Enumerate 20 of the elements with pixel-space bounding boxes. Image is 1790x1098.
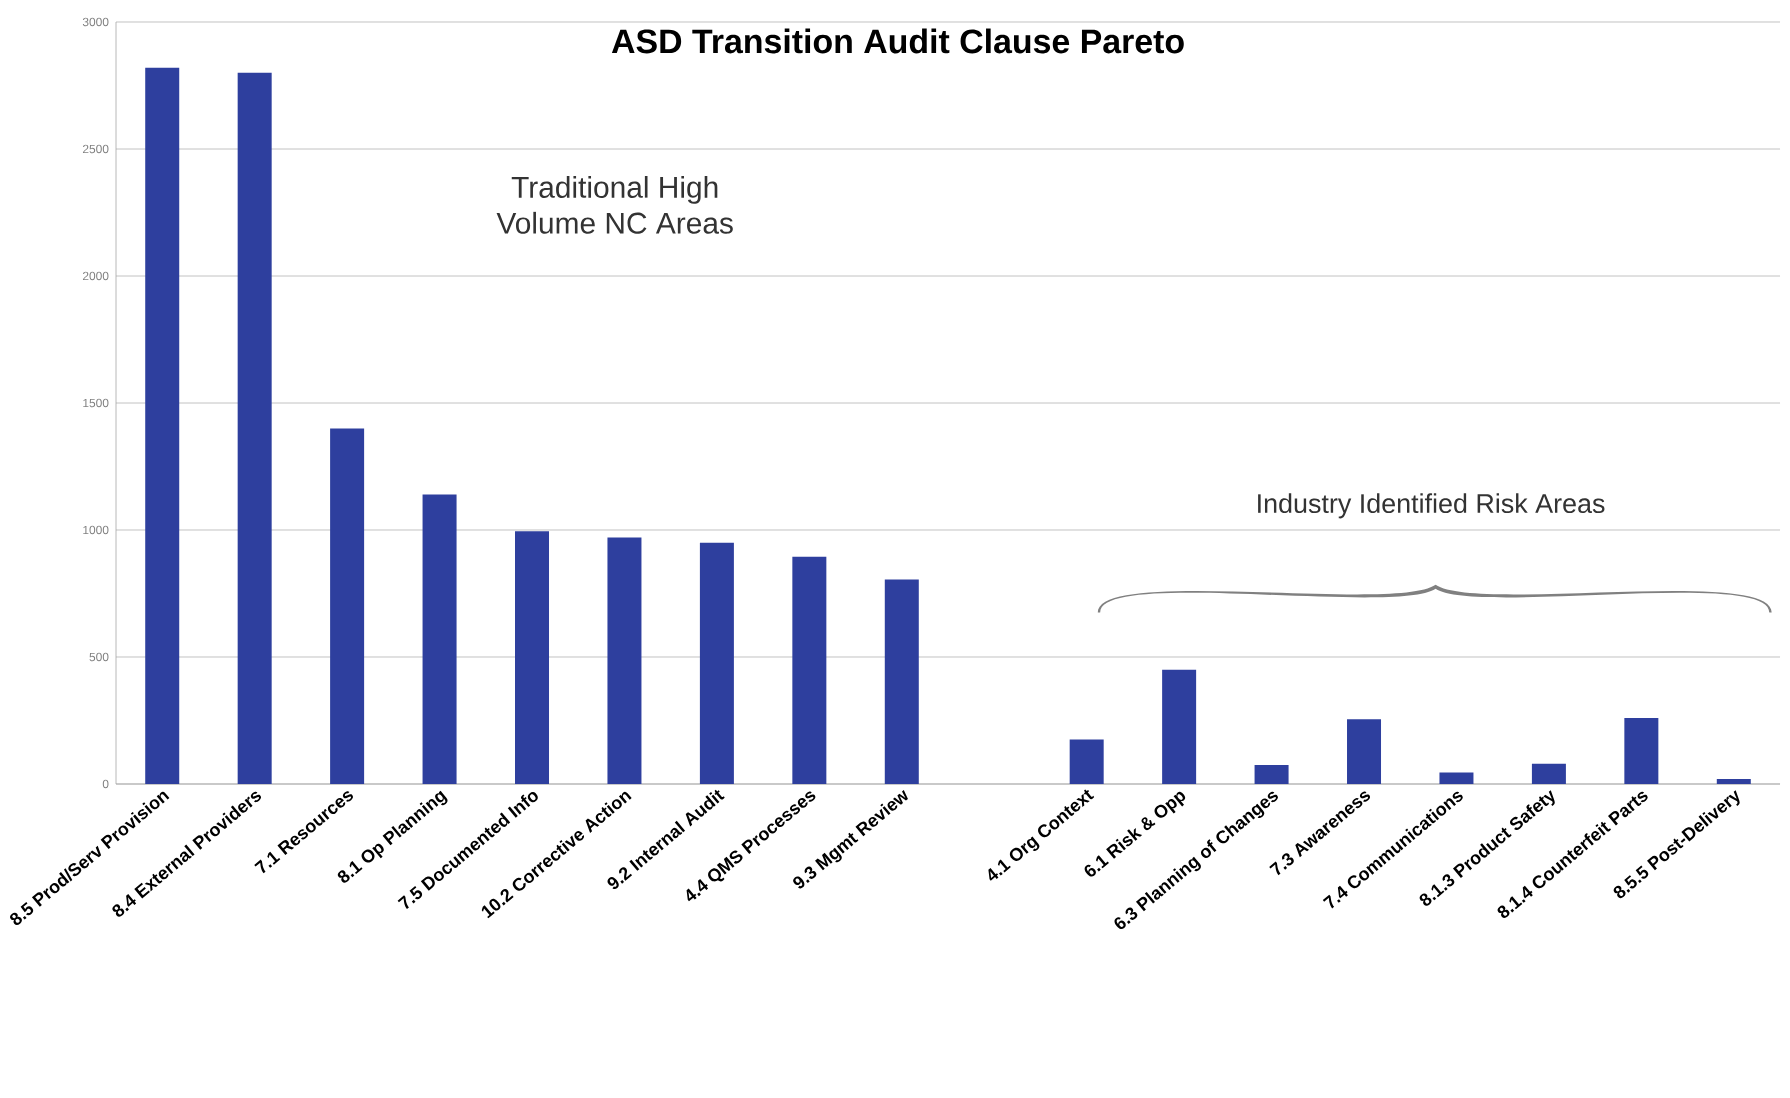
bar — [1347, 719, 1382, 784]
bar — [145, 67, 180, 784]
bar — [237, 72, 272, 784]
bar — [1254, 764, 1289, 784]
chart-title: ASD Transition Audit Clause Pareto — [611, 28, 1184, 54]
bar — [792, 556, 827, 784]
bar — [330, 428, 365, 784]
bar — [699, 542, 734, 784]
bar — [1069, 739, 1104, 784]
bar — [1716, 778, 1751, 784]
bar — [1531, 763, 1566, 784]
bar — [1624, 717, 1659, 784]
bar — [884, 579, 919, 784]
bar — [1162, 669, 1197, 784]
annotation: Industry Identified Risk Areas — [1258, 493, 1605, 519]
bar — [515, 531, 550, 784]
bar — [607, 537, 642, 784]
bar — [422, 494, 457, 784]
bar — [1439, 772, 1474, 784]
annotation: Traditional High Volume NC Areas — [496, 175, 733, 234]
